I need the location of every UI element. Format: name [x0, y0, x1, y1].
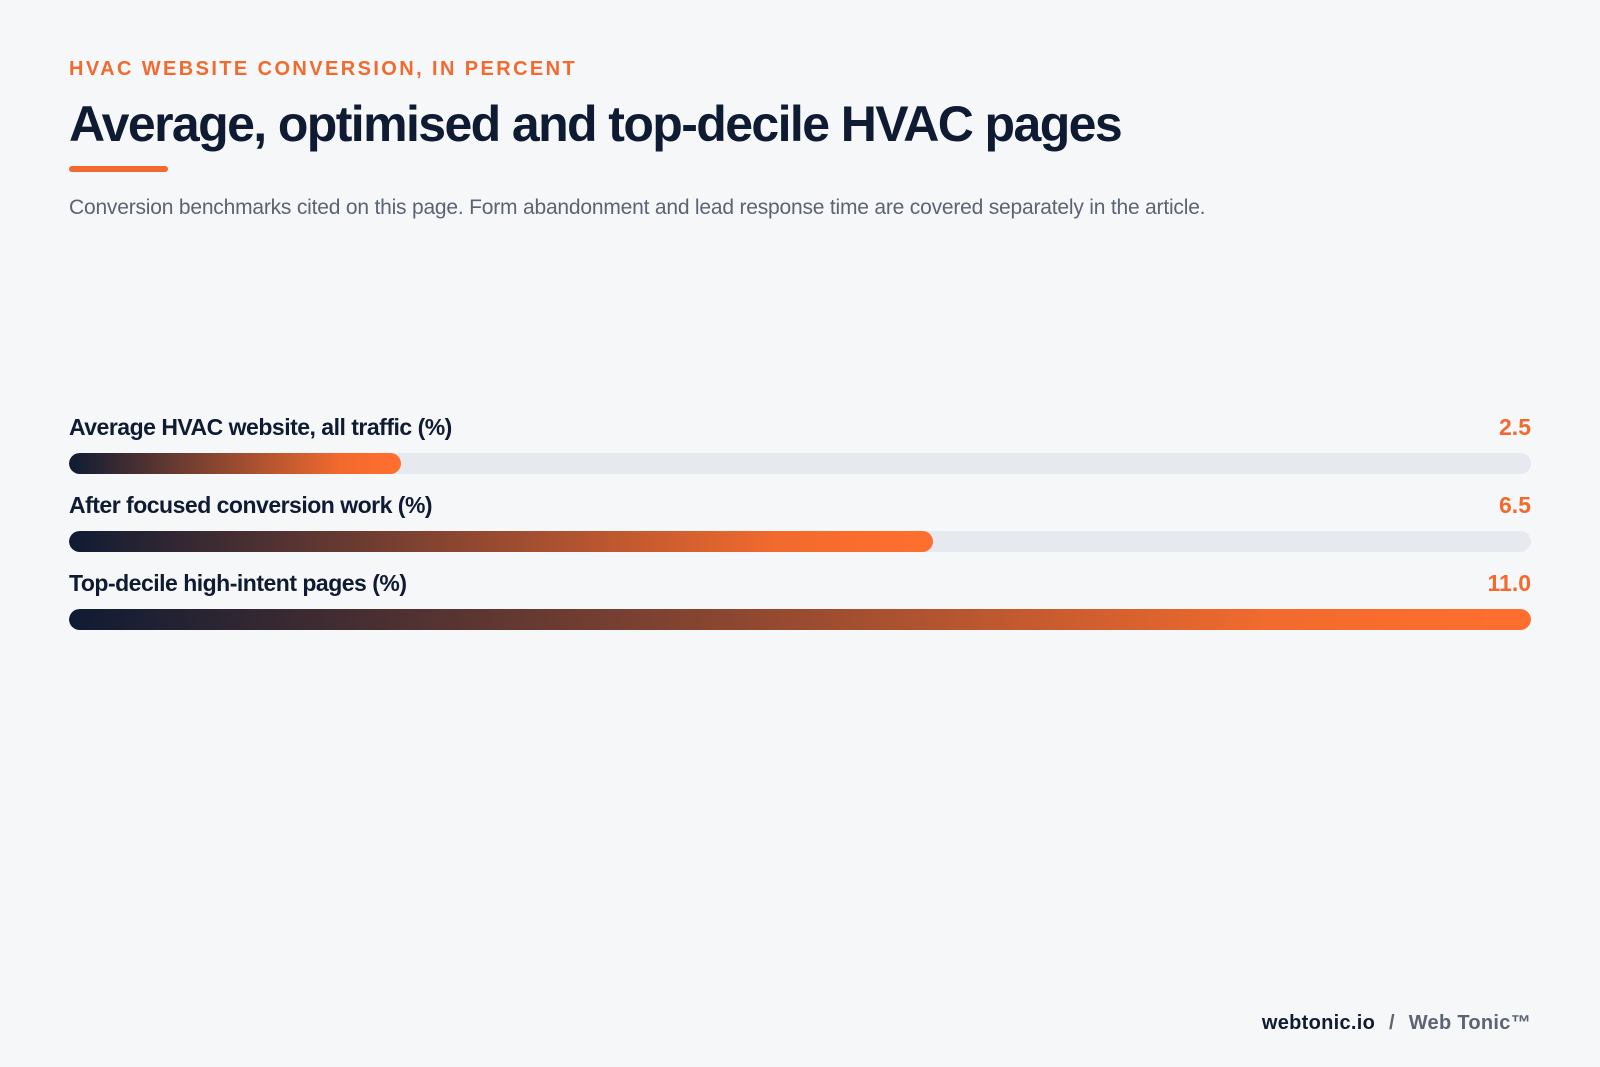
footer-brand: Web Tonic™: [1408, 1012, 1531, 1034]
bar-row: Average HVAC website, all traffic (%) 2.5: [69, 412, 1531, 490]
bar: [69, 453, 401, 474]
bar-track: [69, 531, 1531, 552]
bar-chart: Average HVAC website, all traffic (%) 2.5…: [69, 412, 1531, 646]
footer-separator: /: [1389, 1012, 1395, 1034]
footer-domain: webtonic.io: [1261, 1012, 1376, 1034]
bar-row: Top-decile high-intent pages (%) 11.0: [69, 568, 1531, 646]
bar-track: [69, 453, 1531, 474]
bar-label: Average HVAC website, all traffic (%): [69, 414, 452, 440]
chart-eyebrow: HVAC WEBSITE CONVERSION, IN PERCENT: [69, 58, 578, 80]
bar-value-label: 6.5: [1499, 492, 1531, 518]
bar-value-label: 11.0: [1487, 570, 1532, 596]
bar-track: [69, 609, 1531, 630]
footer-credit: webtonic.io / Web Tonic™: [1262, 1012, 1531, 1035]
bar-row: After focused conversion work (%) 6.5: [69, 490, 1531, 568]
bar-value-label: 2.5: [1499, 414, 1531, 440]
bar: [69, 531, 933, 552]
bar-label: Top-decile high-intent pages (%): [69, 570, 407, 596]
page-title: Average, optimised and top-decile HVAC p…: [69, 96, 1123, 152]
bar: [69, 609, 1531, 630]
title-accent-rule: [69, 166, 168, 172]
page-subtitle: Conversion benchmarks cited on this page…: [69, 196, 1206, 219]
bar-label: After focused conversion work (%): [69, 492, 433, 518]
